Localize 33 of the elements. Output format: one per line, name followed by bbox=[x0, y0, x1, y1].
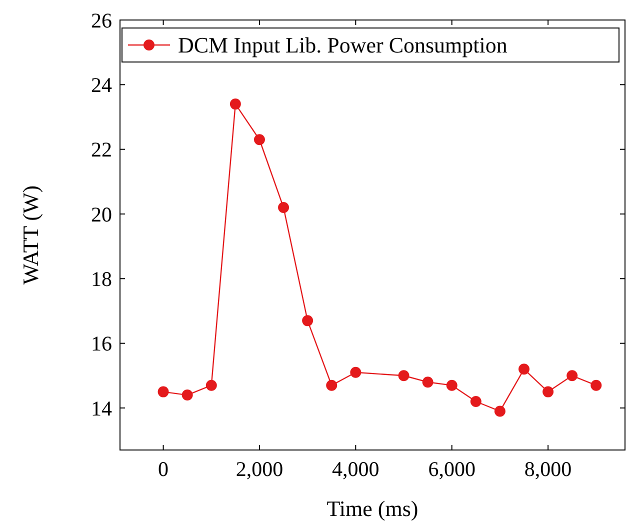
point bbox=[446, 380, 458, 391]
point bbox=[518, 364, 530, 375]
point bbox=[158, 386, 169, 398]
point bbox=[230, 98, 241, 110]
point bbox=[590, 380, 602, 391]
x-tick-label: 0 bbox=[158, 457, 169, 481]
y-tick-label: 26 bbox=[91, 8, 112, 32]
point bbox=[398, 370, 410, 382]
point bbox=[182, 390, 193, 401]
y-tick-label: 16 bbox=[91, 332, 112, 356]
point bbox=[494, 406, 506, 417]
point bbox=[542, 386, 554, 398]
legend-label: DCM Input Lib. Power Consumption bbox=[178, 32, 508, 58]
point bbox=[254, 134, 265, 146]
point bbox=[302, 315, 314, 326]
x-tick-label: 2,000 bbox=[236, 457, 284, 481]
x-tick-label: 8,000 bbox=[524, 457, 572, 481]
point bbox=[278, 202, 290, 214]
y-axis-title: WATT (W) bbox=[18, 185, 43, 285]
y-tick-label: 14 bbox=[91, 396, 112, 420]
point bbox=[350, 366, 362, 378]
x-tick-label: 4,000 bbox=[332, 457, 380, 481]
y-tick-label: 20 bbox=[91, 202, 112, 226]
y-tick-label: 24 bbox=[91, 73, 112, 98]
point bbox=[566, 370, 578, 382]
x-tick-label: 6,000 bbox=[428, 457, 476, 481]
point bbox=[422, 376, 434, 388]
point bbox=[470, 396, 482, 408]
point bbox=[326, 380, 338, 391]
point bbox=[206, 380, 217, 391]
y-tick-label: 18 bbox=[91, 266, 112, 291]
y-tick-label: 22 bbox=[91, 138, 112, 162]
x-axis-title: Time (ms) bbox=[326, 496, 418, 521]
